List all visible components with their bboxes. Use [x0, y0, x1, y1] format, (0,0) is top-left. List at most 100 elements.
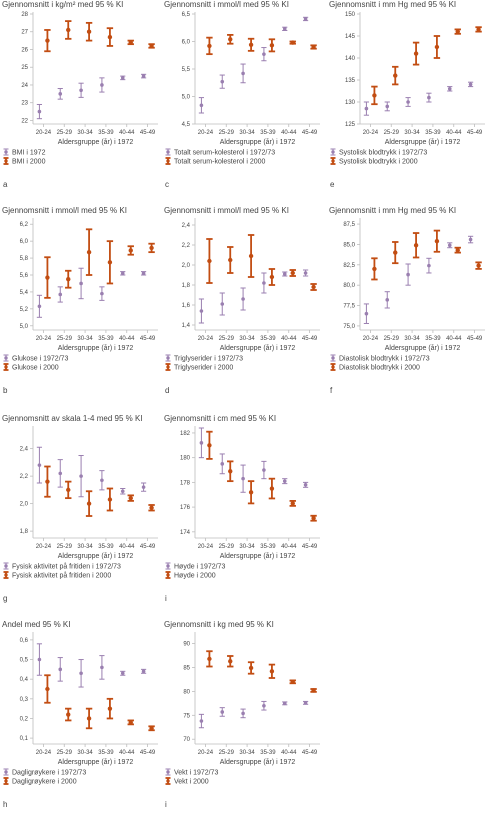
x-tick-label: 35-39	[260, 130, 276, 136]
orange-thick-errorbar-dot-icon	[165, 777, 171, 785]
data-point	[207, 656, 212, 662]
y-tick-label: 5,2	[20, 307, 29, 313]
series-1-point-4	[127, 719, 134, 726]
legend-label: Totalt serum-kolesterol i 2000	[174, 159, 266, 166]
series-0-point-4	[447, 86, 453, 92]
data-point	[207, 258, 212, 264]
data-point	[468, 237, 473, 242]
y-tick-label: 90	[183, 642, 190, 648]
chart-svg: 174 176 178 180 182 20-24 25-29 30-34 35-39 40-44…	[165, 426, 320, 603]
series-0-point-1	[57, 459, 63, 488]
series-1-point-4	[289, 269, 296, 277]
x-tick-label: 30-34	[239, 544, 255, 550]
y-tick-label: 28	[21, 12, 28, 18]
data-point	[141, 669, 146, 674]
chart-panel-h-8: Andel med 95 % KI 0,1 0,2 0,3 0,4 0,5 0,6 20-24…	[0, 620, 165, 825]
series-0-point-1	[384, 101, 390, 112]
x-tick-label: 45-49	[140, 130, 156, 136]
series-1-point-5	[310, 514, 317, 522]
y-tick-label: 6,5	[182, 12, 191, 18]
y-tick-label: 87,5	[343, 222, 355, 228]
series-1-point-5	[148, 725, 155, 732]
legend-label: Fysisk aktivitet på fritiden i 2000	[12, 572, 111, 580]
x-tick-label: 35-39	[260, 750, 276, 756]
data-point	[58, 667, 63, 672]
series-0-point-4	[282, 478, 288, 485]
data-point	[141, 74, 146, 78]
y-tick-label: 2,2	[20, 474, 29, 480]
data-point	[413, 51, 419, 56]
x-tick-label: 35-39	[425, 130, 441, 136]
series-0-point-0	[198, 298, 205, 324]
series-1-point-3	[106, 240, 114, 285]
data-point	[86, 716, 92, 721]
chart-panel-d-4: Gjennomsnitt i mmol/l med 95 % KI 1,4 1,6 1…	[162, 206, 327, 411]
data-point	[128, 40, 133, 45]
series-1-point-4	[127, 245, 134, 256]
x-tick-label: 40-44	[446, 130, 462, 136]
y-tick-label: 125	[345, 122, 356, 128]
data-point	[269, 274, 275, 280]
y-tick-label: 0,6	[20, 638, 29, 644]
x-tick-label: 30-34	[404, 336, 420, 342]
purple-thin-errorbar-dot-icon	[165, 562, 171, 570]
series-0-point-5	[140, 73, 147, 79]
purple-thin-errorbar-dot-icon	[3, 148, 9, 156]
x-axis-label: Aldersgruppe (år) i 1972	[58, 552, 134, 560]
data-point	[468, 82, 473, 87]
x-tick-label: 45-49	[302, 750, 318, 756]
x-tick-label: 45-49	[302, 130, 318, 136]
data-point	[447, 87, 452, 91]
x-tick-label: 40-44	[119, 336, 135, 342]
data-point	[199, 309, 204, 313]
x-tick-label: 20-24	[198, 544, 214, 550]
legend-dot	[166, 779, 170, 783]
legend-dot	[331, 159, 335, 163]
series-1-point-2	[412, 232, 420, 259]
y-tick-label: 0,2	[20, 716, 29, 722]
y-tick-label: 75	[183, 713, 190, 719]
data-point	[393, 250, 398, 255]
legend-label: Triglyserider i 1972/73	[174, 356, 243, 363]
data-point	[79, 474, 83, 478]
series-1-point-2	[85, 707, 93, 730]
x-tick-label: 40-44	[119, 130, 135, 136]
legend-label: Glukose i 1972/73	[12, 356, 69, 363]
data-point	[303, 483, 308, 487]
data-point	[149, 43, 154, 49]
x-tick-label: 20-24	[198, 750, 214, 756]
chart-svg: 1,8 2,0 2,2 2,4 20-24 25-29 30-34 35-39 40-44 45-…	[3, 426, 158, 603]
x-tick-label: 25-29	[219, 750, 235, 756]
y-tick-label: 174	[180, 530, 191, 536]
legend-dot	[166, 150, 170, 154]
data-point	[262, 281, 266, 285]
series-0-point-2	[240, 287, 246, 311]
legend-label: Glukose i 2000	[12, 365, 59, 372]
data-point	[86, 249, 92, 255]
x-tick-label: 35-39	[98, 336, 114, 342]
series-0-point-4	[120, 670, 126, 676]
panel-letter: g	[3, 594, 7, 603]
data-point	[58, 471, 63, 476]
data-point	[120, 671, 125, 676]
series-1-point-3	[268, 38, 276, 53]
x-tick-label: 35-39	[98, 544, 114, 550]
data-point	[248, 42, 254, 47]
y-tick-label: 77,5	[343, 304, 355, 310]
series-1-point-2	[247, 480, 255, 505]
data-point	[66, 712, 71, 717]
data-point	[100, 291, 104, 296]
y-tick-label: 178	[180, 480, 191, 486]
series-1-point-4	[127, 39, 134, 46]
series-1-point-2	[85, 21, 93, 42]
legend-dot	[166, 564, 170, 568]
data-point	[262, 703, 266, 708]
x-tick-label: 30-34	[239, 130, 255, 136]
panel-letter: i	[165, 594, 167, 603]
chart-svg: 5,0 5,2 5,4 5,6 5,8 6,0 6,2 20-24 25-29 30-34 35-3…	[3, 218, 158, 395]
series-1-point-1	[227, 460, 234, 483]
legend-dot	[4, 573, 8, 577]
y-tick-label: 5,8	[20, 256, 29, 262]
data-point	[241, 711, 245, 716]
